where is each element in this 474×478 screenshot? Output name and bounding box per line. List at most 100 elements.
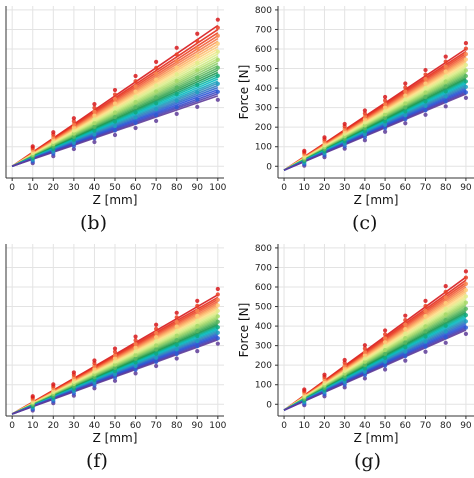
data-point (174, 52, 179, 57)
data-point (423, 324, 428, 329)
data-point (174, 333, 179, 338)
data-point (382, 336, 388, 341)
data-point (154, 322, 159, 327)
data-point (463, 331, 469, 337)
data-point (382, 367, 388, 372)
data-point (463, 84, 469, 90)
data-point (423, 334, 428, 339)
panel-label-c: (c) (352, 212, 378, 234)
data-point (133, 125, 138, 131)
data-point (463, 288, 469, 293)
data-point (133, 84, 138, 89)
data-point (154, 326, 159, 331)
x-tick-label: 40 (89, 183, 101, 193)
data-point (382, 108, 388, 113)
y-tick-label: 500 (255, 65, 272, 75)
data-point (423, 85, 428, 91)
data-point (463, 269, 469, 274)
data-point (112, 96, 118, 102)
data-point (174, 310, 179, 315)
data-point (174, 324, 179, 329)
x-tick-label: 70 (420, 421, 432, 431)
data-point (362, 108, 367, 113)
data-point (71, 370, 76, 375)
data-point (133, 89, 138, 94)
x-tick-label: 100 (209, 421, 226, 431)
data-point (463, 313, 469, 318)
data-point (382, 112, 388, 117)
data-point (403, 105, 408, 110)
data-point (215, 319, 220, 324)
data-point (443, 306, 448, 311)
data-point (362, 353, 367, 358)
data-point (112, 105, 118, 111)
x-tick-label: 40 (359, 421, 371, 431)
data-point (154, 89, 159, 94)
data-point (423, 303, 428, 309)
data-point (195, 343, 200, 349)
data-point (133, 360, 138, 365)
panel-label-b: (b) (80, 212, 107, 234)
data-point (423, 67, 428, 73)
data-point (215, 292, 220, 297)
x-tick-label: 60 (130, 421, 142, 431)
data-point (362, 366, 367, 371)
data-point (215, 41, 220, 46)
data-point (463, 46, 469, 51)
data-point (112, 356, 118, 361)
data-point (215, 81, 220, 86)
series-line (283, 93, 467, 171)
data-point (112, 128, 118, 133)
data-point (215, 314, 220, 319)
data-point (463, 281, 469, 286)
y-tick-label: 100 (255, 381, 272, 391)
data-point (302, 148, 307, 153)
x-tick-label: 30 (339, 421, 351, 431)
data-point (403, 93, 408, 98)
data-point (382, 351, 388, 356)
data-point (112, 369, 118, 374)
data-point (215, 73, 220, 78)
data-point (71, 128, 76, 133)
chart-panel-4: 0 10 20 30 40 50 60 70 80 90 0 100 200 300 400 500 600 70… (237, 244, 474, 445)
data-point (463, 319, 469, 324)
y-tick-label: 500 (255, 303, 272, 313)
data-point (382, 343, 388, 349)
y-tick-label: 0 (266, 400, 272, 410)
x-tick-label: 0 (9, 183, 15, 193)
x-tick-label: 80 (440, 183, 452, 193)
y-tick-label: 200 (255, 361, 272, 371)
data-point (215, 57, 220, 62)
x-tick-label: 50 (109, 421, 121, 431)
data-point (362, 126, 367, 131)
x-tick-label: 50 (379, 183, 391, 193)
data-point (382, 328, 388, 333)
data-point (133, 349, 138, 354)
y-tick-label: 600 (255, 283, 272, 293)
x-tick-label: 70 (150, 421, 162, 431)
data-point (195, 60, 200, 66)
data-point (133, 99, 138, 105)
data-point (195, 318, 200, 324)
data-point (463, 294, 469, 299)
data-point (423, 308, 428, 314)
x-tick-label: 0 (281, 183, 287, 193)
data-point (215, 97, 220, 102)
data-point (154, 363, 159, 369)
data-point (112, 346, 118, 351)
data-point (403, 358, 408, 363)
data-point (403, 113, 408, 118)
data-point (71, 122, 76, 127)
data-point (71, 119, 76, 124)
x-tick-label: 90 (192, 183, 204, 193)
data-point (133, 341, 138, 347)
data-point (92, 109, 97, 114)
data-point (133, 120, 138, 125)
data-point (382, 359, 388, 364)
data-point (382, 94, 388, 100)
x-tick-label: 50 (109, 183, 121, 193)
data-point (382, 340, 388, 345)
data-point (215, 49, 220, 54)
data-point (403, 354, 408, 359)
